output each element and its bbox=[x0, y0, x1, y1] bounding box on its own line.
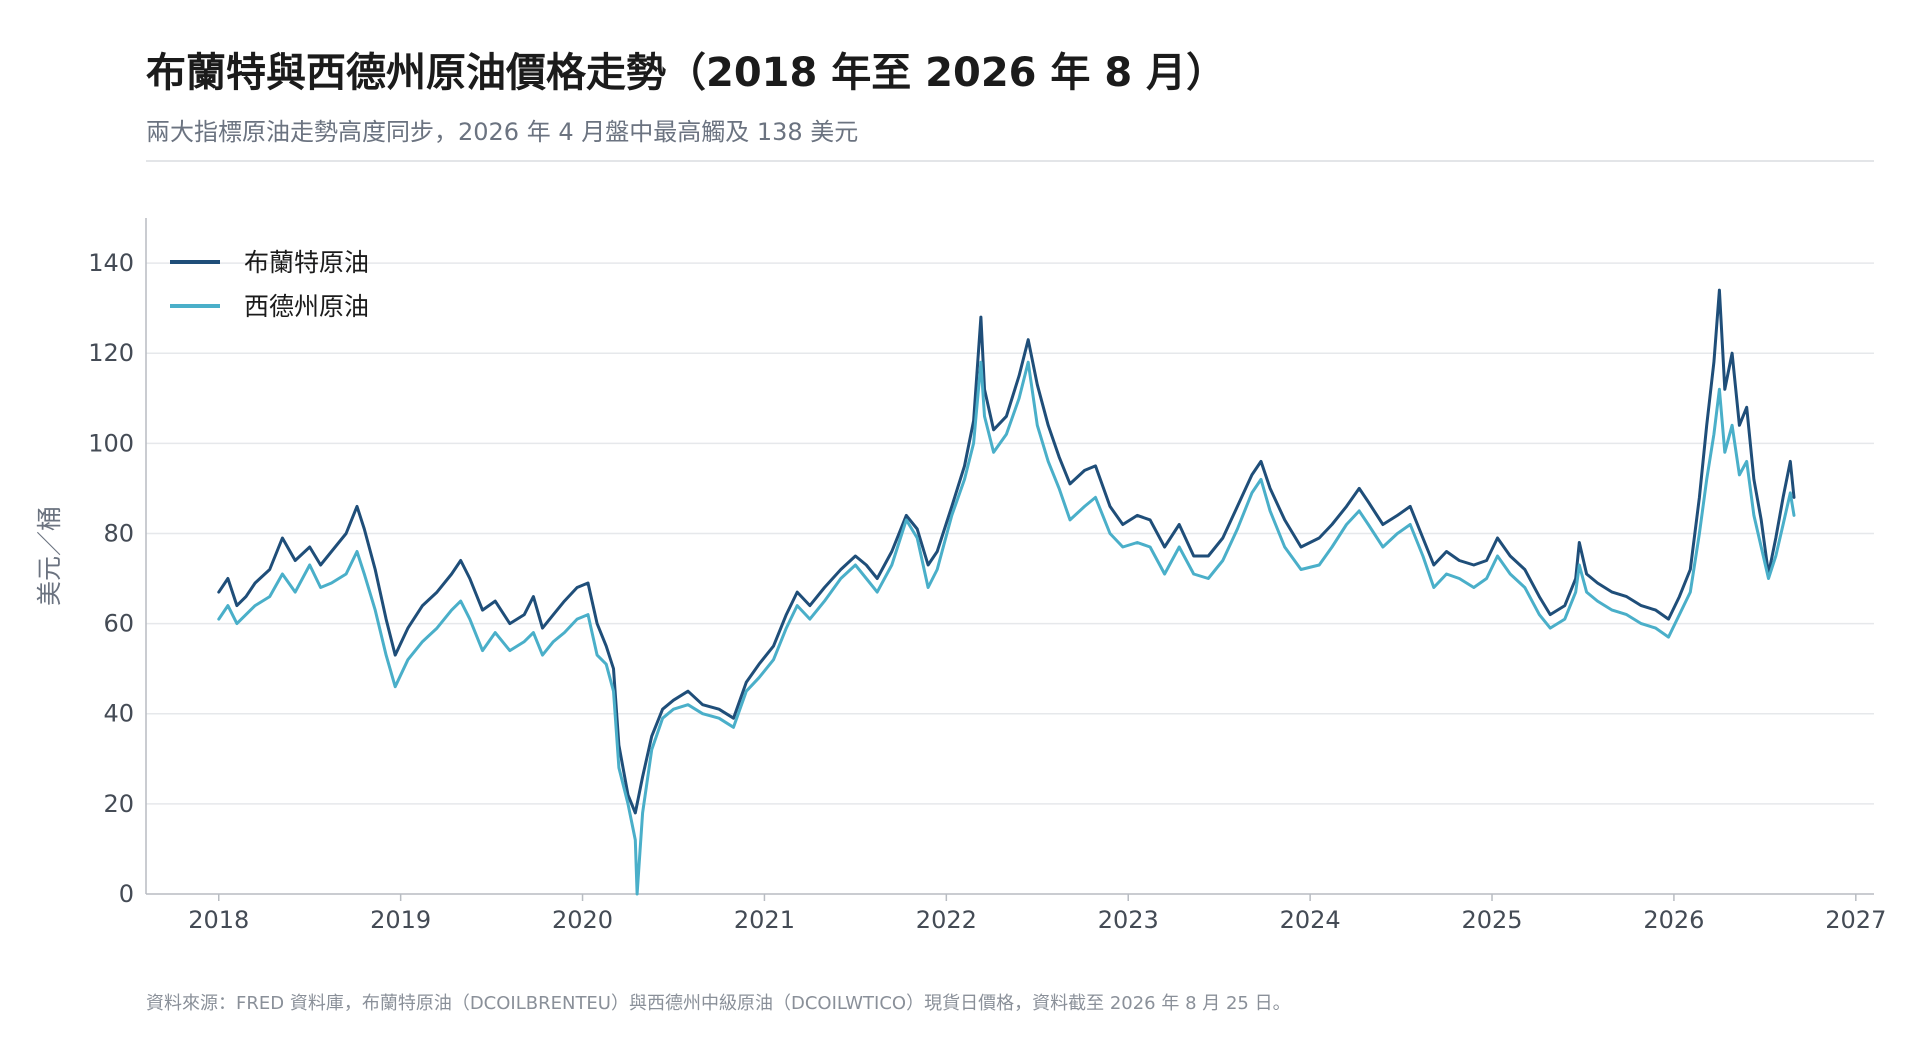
x-tick-label-2027: 2027 bbox=[1825, 906, 1886, 934]
y-axis-title: 美元／桶 bbox=[35, 506, 64, 606]
x-tick-label-2021: 2021 bbox=[734, 906, 795, 934]
legend-label-wti: 西德州原油 bbox=[244, 292, 369, 321]
x-tick-label-2019: 2019 bbox=[370, 906, 431, 934]
y-tick-label-0: 0 bbox=[119, 880, 134, 908]
x-tick-label-2025: 2025 bbox=[1461, 906, 1522, 934]
x-tick-label-2022: 2022 bbox=[916, 906, 977, 934]
x-tick-label-2026: 2026 bbox=[1643, 906, 1704, 934]
x-tick-label-2024: 2024 bbox=[1280, 906, 1341, 934]
legend-label-brent: 布蘭特原油 bbox=[244, 248, 369, 277]
x-tick-label-2023: 2023 bbox=[1098, 906, 1159, 934]
series-line-brent bbox=[217, 288, 1796, 815]
y-tick-label-20: 20 bbox=[103, 790, 134, 818]
y-tick-label-60: 60 bbox=[103, 610, 134, 638]
axes: 0 20 40 60 80 100 120 140 2018 2019 2020 2021 2022 20… bbox=[35, 218, 1886, 934]
chart-title: 布蘭特與西德州原油價格走勢（2018 年至 2026 年 8 月） bbox=[146, 50, 1227, 96]
y-tick-label-100: 100 bbox=[88, 429, 134, 457]
series-lines bbox=[217, 288, 1796, 896]
source-note: 資料來源：FRED 資料庫，布蘭特原油（DCOILBRENTEU）與西德州中級原… bbox=[146, 993, 1291, 1014]
y-tick-label-80: 80 bbox=[103, 519, 134, 547]
x-tick-label-2018: 2018 bbox=[188, 906, 249, 934]
header-divider bbox=[146, 160, 1874, 162]
x-tick-label-2020: 2020 bbox=[552, 906, 613, 934]
y-tick-label-120: 120 bbox=[88, 339, 134, 367]
y-tick-label-140: 140 bbox=[88, 249, 134, 277]
chart-subtitle: 兩大指標原油走勢高度同步，2026 年 4 月盤中最高觸及 138 美元 bbox=[146, 118, 859, 146]
y-tick-label-40: 40 bbox=[103, 700, 134, 728]
grid-lines bbox=[146, 262, 1874, 805]
series-line-wti bbox=[217, 360, 1796, 896]
